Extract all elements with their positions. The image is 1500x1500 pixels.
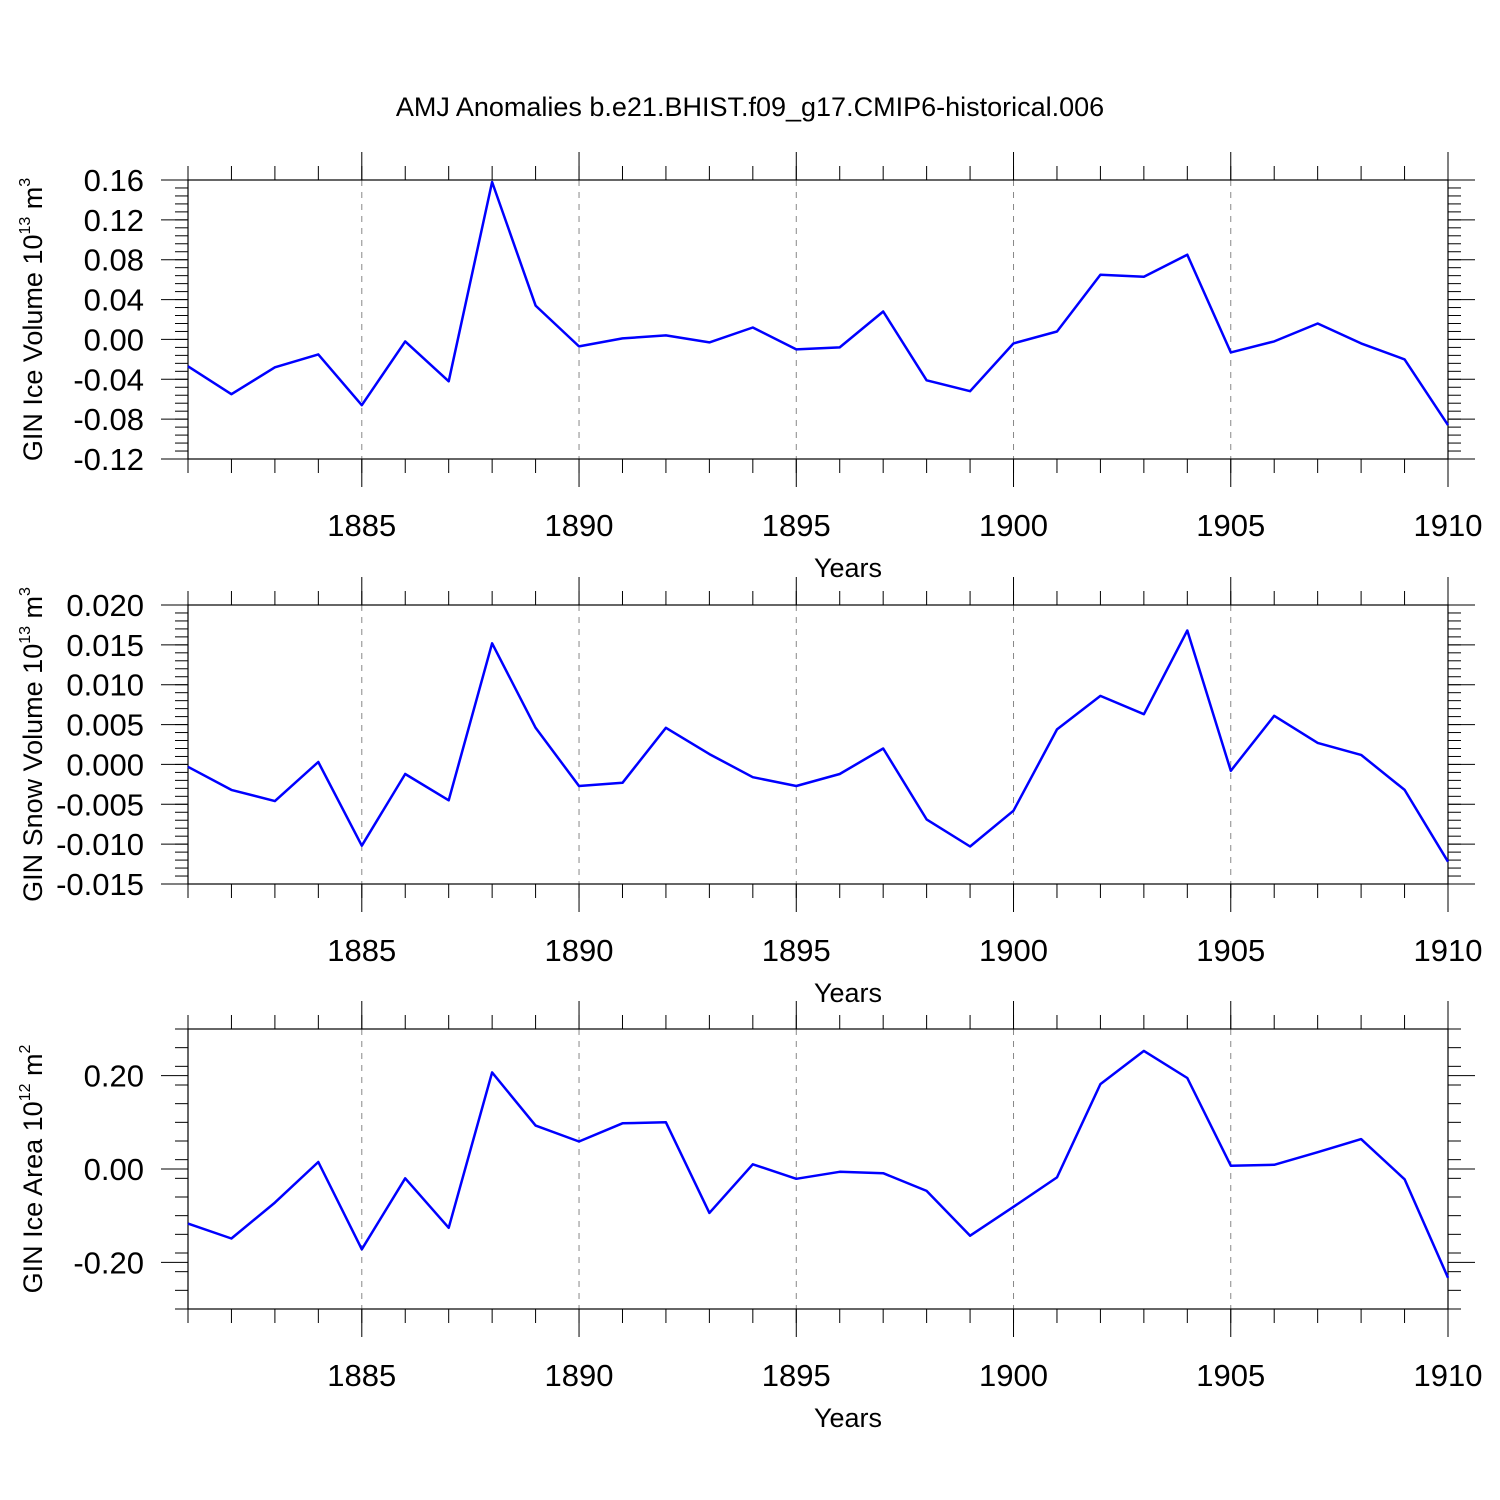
- figure-title: AMJ Anomalies b.e21.BHIST.f09_g17.CMIP6-…: [396, 92, 1104, 122]
- y-tick-label: -0.12: [73, 442, 144, 477]
- x-tick-label: 1900: [979, 1358, 1048, 1393]
- series-line: [187, 629, 1450, 863]
- x-axis-label: Years: [814, 553, 882, 583]
- y-tick-label: -0.08: [73, 402, 144, 437]
- y-tick-label: -0.010: [56, 827, 144, 862]
- x-tick-label: 1895: [762, 508, 831, 543]
- y-tick-label: -0.005: [56, 787, 144, 822]
- y-tick-label: 0.04: [84, 283, 144, 318]
- y-axis-label: GIN Ice Area 1012 m2: [17, 1045, 48, 1294]
- y-tick-label: -0.04: [73, 362, 144, 397]
- series-line: [187, 180, 1450, 426]
- y-tick-label: -0.20: [73, 1245, 144, 1280]
- plot-frame: [187, 179, 1449, 460]
- y-tick-label: 0.005: [66, 708, 144, 743]
- y-tick-label: 0.20: [84, 1059, 144, 1094]
- y-tick-label: 0.020: [66, 588, 144, 623]
- panel-3: 1885 1890 1895 1900 1905 1910 -0.20 0.00 0.20 Yea…: [17, 1001, 1482, 1433]
- y-tick-label: 0.015: [66, 628, 144, 663]
- y-tick-label: -0.015: [56, 867, 144, 902]
- x-tick-label: 1890: [545, 508, 614, 543]
- y-tick-label: 0.00: [84, 1152, 144, 1187]
- x-tick-label: 1910: [1414, 508, 1483, 543]
- x-tick-label: 1895: [762, 933, 831, 968]
- x-tick-label: 1895: [762, 1358, 831, 1393]
- x-tick-label: 1885: [327, 508, 396, 543]
- x-tick-label: 1910: [1414, 933, 1483, 968]
- x-axis-label: Years: [814, 978, 882, 1008]
- y-tick-label: 0.08: [84, 243, 144, 278]
- panel-1: 1885 1890 1895 1900 1905 1910 -0.12 -0.08 -0.04 0…: [17, 152, 1482, 583]
- x-tick-label: 1885: [327, 1358, 396, 1393]
- y-tick-label: 0.00: [84, 322, 144, 357]
- y-tick-label: 0.010: [66, 668, 144, 703]
- x-axis-label: Years: [814, 1403, 882, 1433]
- plot-frame: [187, 604, 1449, 885]
- x-tick-label: 1905: [1196, 508, 1265, 543]
- panel-2: 1885 1890 1895 1900 1905 1910 -0.015 -0.010 -0.0…: [17, 577, 1482, 1008]
- x-tick-label: 1885: [327, 933, 396, 968]
- y-tick-label: 0.16: [84, 163, 144, 198]
- x-tick-label: 1890: [545, 933, 614, 968]
- series-line: [187, 1049, 1450, 1279]
- y-axis-label: GIN Ice Volume 1013 m3: [17, 178, 48, 461]
- x-tick-label: 1900: [979, 508, 1048, 543]
- y-tick-label: 0.000: [66, 747, 144, 782]
- y-tick-label: 0.12: [84, 203, 144, 238]
- x-tick-label: 1890: [545, 1358, 614, 1393]
- x-tick-label: 1905: [1196, 933, 1265, 968]
- panels: 1885 1890 1895 1900 1905 1910 -0.12 -0.08 -0.04 0…: [17, 152, 1482, 1433]
- x-tick-label: 1900: [979, 933, 1048, 968]
- y-axis-label: GIN Snow Volume 1013 m3: [17, 587, 48, 902]
- x-tick-label: 1910: [1414, 1358, 1483, 1393]
- plot-frame: [187, 1028, 1449, 1310]
- x-tick-label: 1905: [1196, 1358, 1265, 1393]
